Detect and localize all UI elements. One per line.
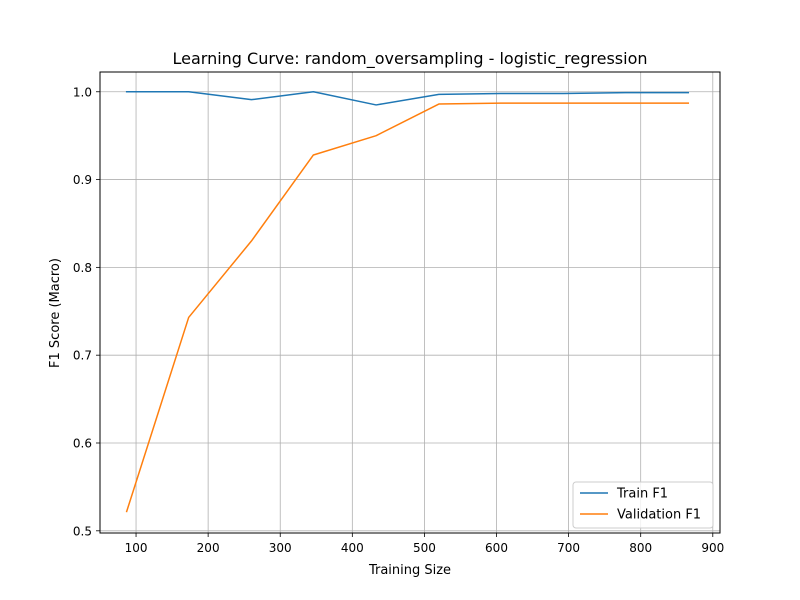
axis-ticks: 100 200 300 400 500 600 700 800 900 0.5 0.6 0.7 0.8 0… (73, 85, 724, 555)
y-tick-label: 0.9 (73, 173, 92, 187)
series-lines (125, 91, 690, 513)
y-tick-label: 0.7 (73, 349, 92, 363)
x-tick-label: 800 (629, 541, 652, 555)
y-tick-label: 0.8 (73, 261, 92, 275)
x-axis-label: Training Size (368, 563, 451, 578)
y-axis-label: F1 Score (Macro) (48, 258, 63, 368)
y-tick-label: 0.6 (73, 436, 92, 450)
x-tick-label: 100 (125, 541, 148, 555)
y-tick-label: 1.0 (73, 85, 92, 99)
x-tick-label: 200 (197, 541, 220, 555)
legend: Train F1 Validation F1 (572, 481, 714, 529)
x-tick-label: 400 (341, 541, 364, 555)
series-line-validation-f1 (125, 102, 690, 513)
series-line-train-f1 (125, 91, 690, 106)
x-tick-label: 600 (485, 541, 508, 555)
plot-frame (99, 71, 721, 534)
x-tick-label: 500 (413, 541, 436, 555)
x-tick-label: 900 (701, 541, 724, 555)
legend-label-validation-f1: Validation F1 (617, 508, 701, 523)
chart-title: Learning Curve: random_oversampling - lo… (172, 49, 647, 69)
gridlines (100, 72, 720, 533)
x-tick-label: 700 (557, 541, 580, 555)
y-tick-label: 0.5 (73, 524, 92, 538)
x-tick-label: 300 (269, 541, 292, 555)
legend-label-train-f1: Train F1 (616, 487, 668, 502)
